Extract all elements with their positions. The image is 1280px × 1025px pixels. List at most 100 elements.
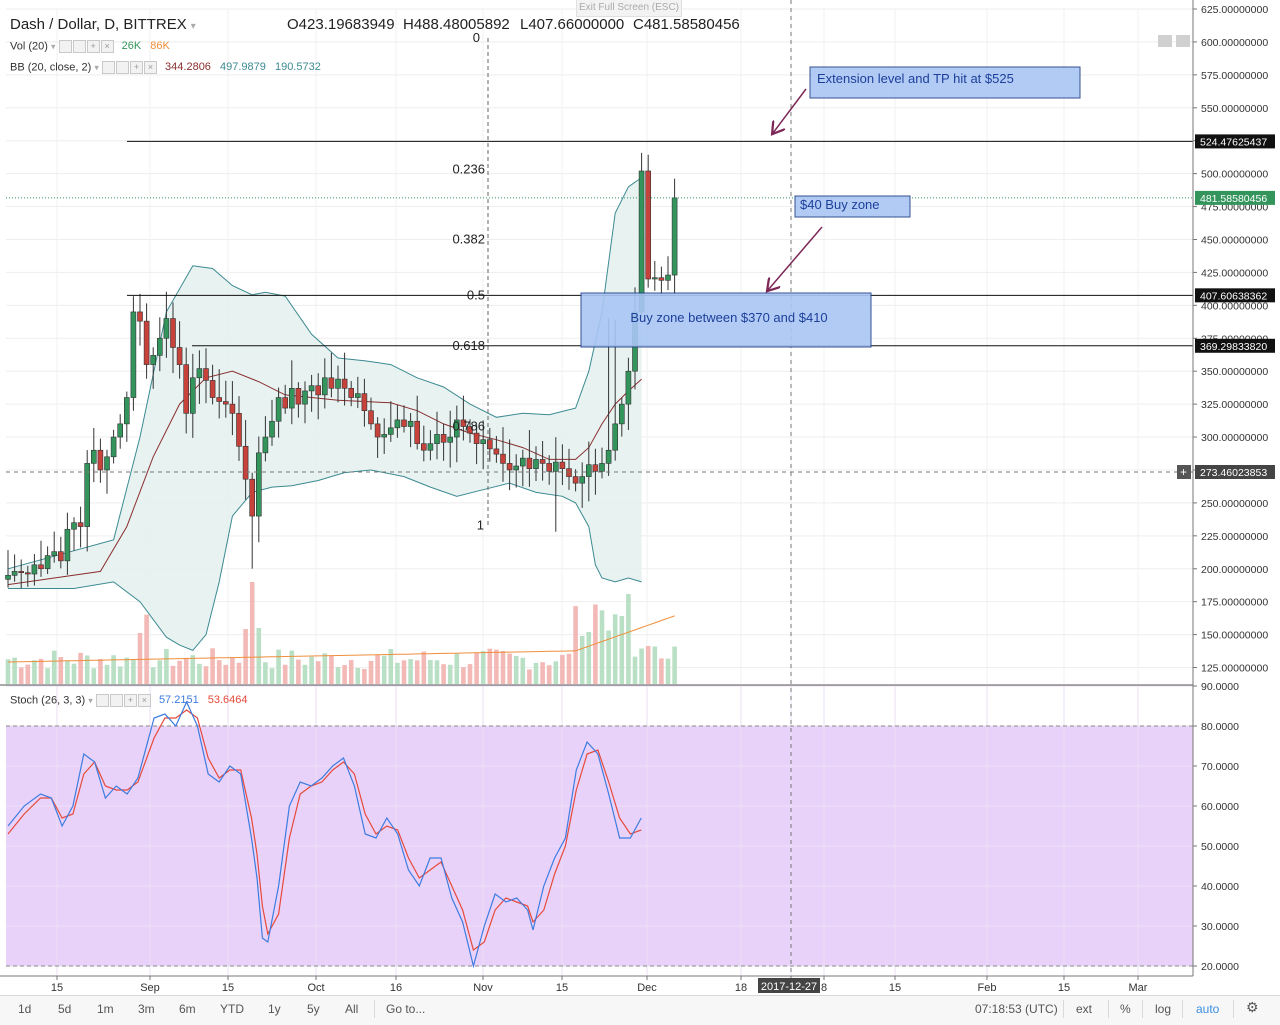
eye-icon[interactable] [95,694,109,707]
exit-fullscreen-button[interactable]: Exit Full Screen (ESC) [576,0,682,17]
chevron-down-icon[interactable]: ▾ [190,21,196,32]
toolbar-divider [1182,1000,1183,1018]
range-3m-button[interactable]: 3m [138,1002,155,1016]
close-icon[interactable]: × [143,61,157,74]
close-icon[interactable]: × [100,40,114,53]
volume-bar [256,628,262,684]
annotation-rect [580,292,872,348]
fibonacci-level-label: 0.786 [452,419,485,434]
volume-bar [428,660,433,684]
last-price-tag: 481.58580456 [1195,190,1275,205]
range-1d-button[interactable]: 1d [18,1002,32,1016]
volume-bar [302,664,308,684]
plus-icon[interactable]: + [129,61,143,74]
volume-bar [236,662,242,684]
candle [427,430,434,461]
candle-body [262,436,269,454]
candle [143,303,150,379]
ohlc-open: O423.19683949 [287,16,395,33]
symbol-title[interactable]: Dash / Dollar, D, BITTREX ▾ [10,16,196,33]
ext-toggle[interactable]: ext [1076,1002,1093,1016]
candle-body [97,449,104,471]
plus-icon[interactable]: + [123,694,137,707]
volume-bar [183,657,189,684]
stoch-legend[interactable]: Stoch (26, 3, 3) ▾ + × 57.2151 53.6464 [10,694,248,707]
volume-bar [210,648,215,684]
candle-body [130,311,137,398]
volume-bar [315,661,321,684]
range-6m-button[interactable]: 6m [179,1002,196,1016]
candle [124,391,130,442]
settings-icon[interactable] [72,40,86,53]
time-axis-label: 15 [889,982,901,994]
price-axis-label: 200.00000000 [1201,564,1268,576]
settings-icon[interactable] [109,694,123,707]
settings-icon[interactable] [115,61,129,74]
gear-icon[interactable]: ⚙ [1246,999,1259,1015]
candle [282,384,289,414]
candle-body [394,419,401,429]
range-1m-button[interactable]: 1m [97,1002,114,1016]
time-axis-label: 8 [821,982,827,994]
time-axis-label: Dec [637,982,657,994]
volume-bar [480,651,486,684]
chevron-down-icon[interactable]: ▾ [50,41,56,52]
range-5y-button[interactable]: 5y [307,1002,320,1016]
volume-bar [632,656,638,684]
candle-body [585,464,592,477]
candle [51,531,58,563]
candle-body [44,555,51,570]
annotation-arrow [773,88,807,133]
percent-toggle[interactable]: % [1120,1002,1131,1016]
last-price-tag-text: 481.58580456 [1200,193,1267,205]
candle-body [552,461,559,472]
crosshair-plus-button[interactable] [1177,465,1191,480]
candle [71,517,77,551]
volume-bar [322,653,328,684]
range-1y-button[interactable]: 1y [268,1002,281,1016]
auto-toggle[interactable]: auto [1196,1002,1220,1016]
chevron-down-icon[interactable]: ▾ [94,62,99,73]
volume-bar [12,657,17,684]
maximize-icon[interactable] [1158,35,1172,47]
goto-button[interactable]: Go to... [386,1002,426,1016]
close-icon[interactable]: × [137,694,151,707]
chevron-down-icon[interactable]: ▾ [88,695,93,706]
eye-icon[interactable] [101,61,115,74]
candle-body [506,463,513,471]
volume-legend[interactable]: Vol (20) ▾ + × 26K 86K [10,40,170,53]
eye-icon[interactable] [58,40,72,53]
candle [269,399,275,446]
bollinger-lower-value: 190.5732 [274,61,321,74]
candle-body [434,434,440,444]
candle [341,352,348,406]
volume-bar [197,663,202,684]
price-axis-label: 450.00000000 [1201,234,1268,246]
volume-bar [216,660,222,684]
minimize-icon[interactable] [1176,35,1190,47]
plus-icon[interactable]: + [86,40,100,53]
candle [533,446,539,481]
candle-body [163,318,170,339]
volume-bar [335,667,341,684]
candle-body [11,571,18,576]
volume-bar [639,648,644,684]
candle-body [420,443,427,451]
price-axis-label: 225.00000000 [1201,531,1268,543]
range-5d-button[interactable]: 5d [58,1002,72,1016]
candle-body [229,403,236,414]
bollinger-legend[interactable]: BB (20, close, 2) ▾ + × 344.2806 497.9879… [10,61,321,74]
volume-bar [441,664,446,684]
candle [104,449,110,494]
time-axis-label: 16 [390,982,402,994]
candle [57,536,64,569]
range-all-button[interactable]: All [345,1002,359,1016]
volume-bar [309,656,314,684]
range-ytd-button[interactable]: YTD [220,1002,244,1016]
volume-bar [573,606,578,684]
volume-bar [487,648,493,684]
log-toggle[interactable]: log [1155,1002,1172,1016]
candle-body [513,465,520,471]
candle-body [104,456,110,471]
